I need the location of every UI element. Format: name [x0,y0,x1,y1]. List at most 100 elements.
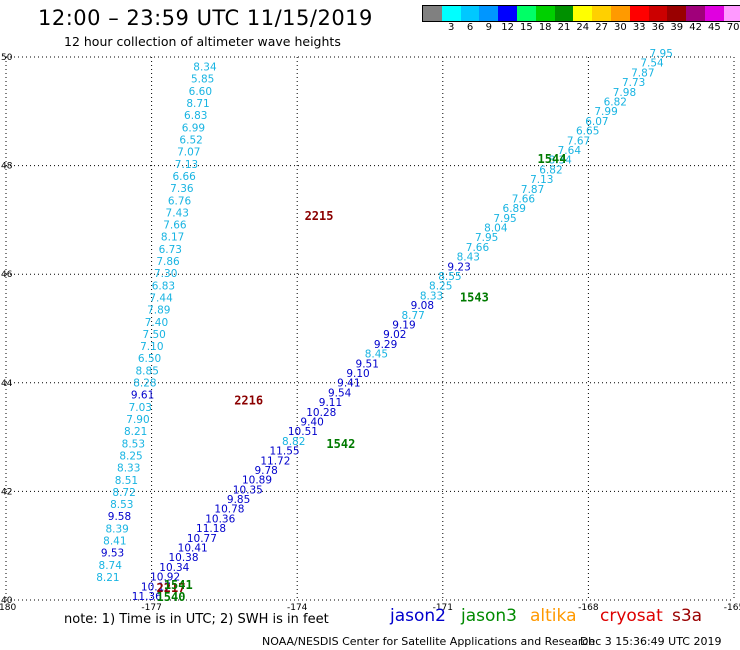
legend-swatch [686,6,705,21]
wave-height-label: 8.25 [429,281,452,293]
wave-height-label: 6.66 [172,171,196,183]
legend-label: 24 [576,22,590,33]
wave-height-label: 8.53 [122,438,145,450]
wave-height-label: 6.83 [152,280,175,292]
wave-height-label: 9.40 [300,416,323,428]
wave-height-label: 10.38 [168,552,198,564]
legend-label: 30 [614,22,627,33]
wave-height-label: 10.36 [205,513,235,525]
legend-label: 6 [466,22,474,33]
wave-height-label: 7.10 [140,341,163,353]
wave-height-label: 7.87 [521,184,544,196]
legend-swatch [723,6,740,21]
satellite-name-cryosat: cryosat [600,606,663,626]
legend-swatch [498,6,517,21]
wave-height-label: 7.50 [142,329,165,341]
wave-height-label: 7.73 [622,77,645,89]
legend-label: 39 [670,22,684,33]
time-label: 2215 [305,209,334,223]
legend-label: 36 [651,22,665,33]
wave-height-label: 7.07 [177,147,200,159]
wave-height-label: 7.03 [129,402,152,414]
legend-label: 9 [485,22,492,33]
wave-height-label: 9.78 [254,465,277,477]
wave-height-label: 8.77 [401,310,424,322]
color-scale-legend [422,5,740,22]
wave-height-label: 9.53 [101,548,124,560]
wave-height-label: 8.17 [161,232,184,244]
wave-height-label: 8.25 [119,450,142,462]
wave-height-label: 11.36 [132,591,162,603]
longitude-tick-label: -165 [724,603,740,613]
generated-timestamp: Dec 3 15:36:49 UTC 2019 [580,635,722,648]
time-label: 1540 [157,590,186,604]
wave-height-label: 8.34 [548,155,572,167]
wave-height-label: 11.18 [196,523,226,535]
wave-height-label: 9.41 [337,378,360,390]
wave-height-label: 10.41 [178,543,208,555]
time-label: 1543 [460,290,489,304]
wave-height-label: 10.28 [306,407,336,419]
wave-height-label: 9.58 [108,511,131,523]
wave-height-label: 7.13 [530,174,553,186]
wave-height-label: 7.43 [166,207,189,219]
wave-height-label: 6.99 [182,122,205,134]
wave-height-label: 10.34 [159,562,189,574]
wave-height-label: 8.71 [186,98,209,110]
wave-height-label: 9.61 [131,390,154,402]
wave-height-label: 8.33 [420,290,443,302]
wave-height-label: 9.51 [356,358,379,370]
legend-label: 27 [595,22,608,33]
wave-height-label: 8.51 [115,475,138,487]
wave-height-label: 6.52 [179,134,202,146]
legend-swatch [516,6,536,21]
wave-height-label: 6.73 [159,244,182,256]
footer-note: note: 1) Time is in UTC; 2) SWH is in fe… [64,612,329,627]
wave-height-label: 10.35 [233,484,263,496]
legend-swatch [667,6,687,21]
wave-height-label: 10.17 [141,581,171,593]
wave-height-label: 8.82 [282,436,305,448]
legend-swatch [610,6,630,21]
legend-label: 33 [632,22,646,33]
longitude-tick-label: -177 [141,603,161,613]
wave-height-label: 7.64 [558,145,582,157]
wave-height-label: 8.21 [96,572,119,584]
wave-height-label: 10.51 [288,426,318,438]
wave-height-label: 9.10 [346,368,369,380]
legend-swatch [592,6,611,21]
wave-height-label: 9.08 [411,300,434,312]
legend-swatch [535,6,555,21]
wave-height-label: 6.83 [184,110,207,122]
legend-label: 70 [726,22,740,33]
wave-height-label: 7.40 [145,317,168,329]
legend-swatch [704,6,724,21]
wave-height-label: 8.55 [438,271,461,283]
wave-height-label: 6.07 [585,116,608,128]
wave-height-label: 9.23 [447,261,470,273]
wave-height-label: 10.77 [187,533,217,545]
track-a: 8.345.856.608.716.836.996.527.077.136.66… [96,62,217,584]
latitude-tick-label: 40 [1,596,13,606]
latitude-tick-label: 50 [1,53,13,63]
longitude-tick-label: -180 [0,603,16,613]
wave-height-label: 7.86 [156,256,180,268]
legend-swatch [648,6,668,21]
wave-height-label: 6.82 [604,96,627,108]
satellite-name-s3a: s3a [672,606,703,626]
legend-label: 3 [448,22,455,33]
track-b: 7.957.547.877.737.986.827.996.076.657.67… [132,48,673,603]
wave-height-label: 7.98 [613,87,636,99]
wave-height-label: 7.66 [512,193,536,205]
wave-height-label: 7.95 [475,232,498,244]
legend-swatch [573,6,593,21]
wave-height-label: 5.85 [191,74,214,86]
wave-height-label: 7.66 [163,220,187,232]
wave-height-label: 7.87 [631,67,654,79]
wave-height-label: 6.82 [539,164,562,176]
time-label: 1541 [164,578,193,592]
wave-height-label: 11.72 [260,455,290,467]
page-subtitle: 12 hour collection of altimeter wave hei… [64,34,341,49]
wave-height-label: 7.90 [126,414,149,426]
wave-height-label: 7.99 [594,106,617,118]
